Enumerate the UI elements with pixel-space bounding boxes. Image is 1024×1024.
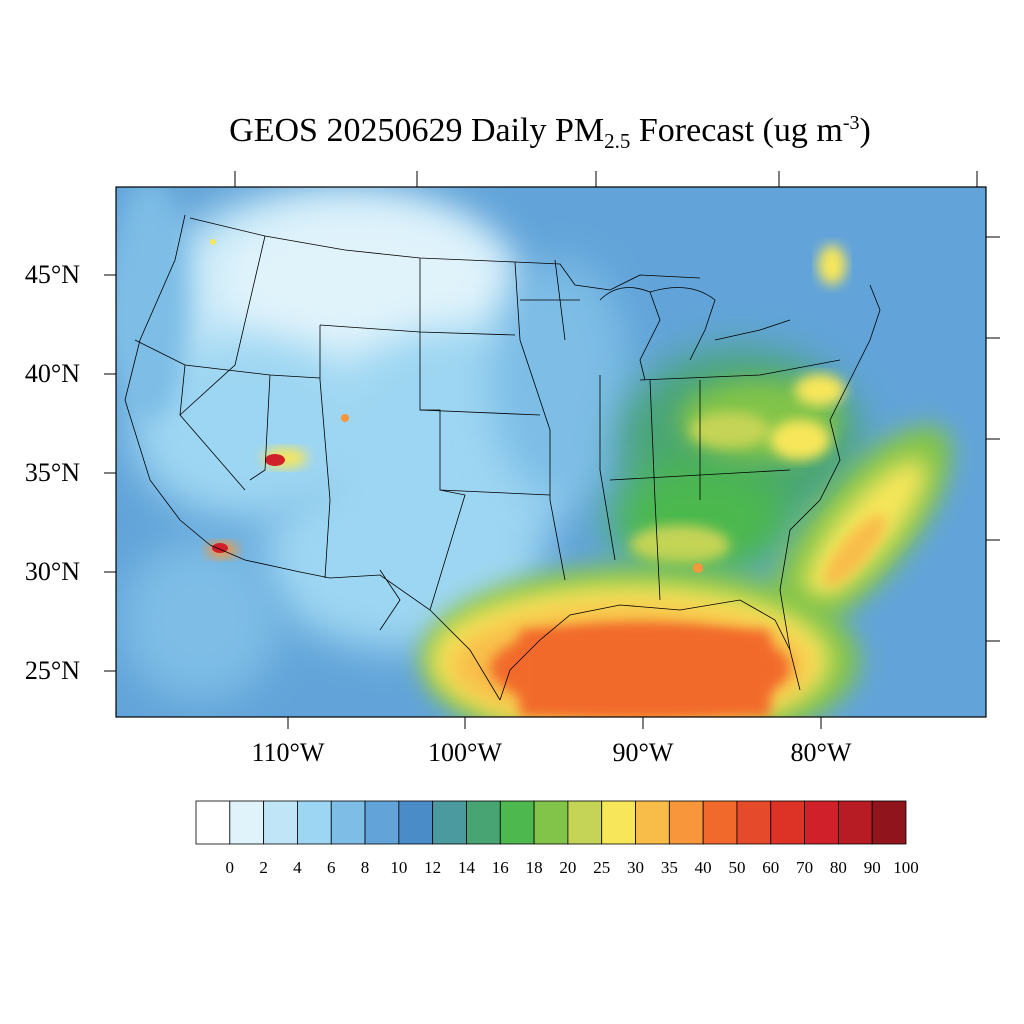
colorbar-tick-label: 18 xyxy=(525,858,543,877)
colorbar-swatch xyxy=(668,800,704,845)
colorbar-swatch xyxy=(297,800,332,845)
colorbar-swatch xyxy=(533,800,569,845)
concentration-field xyxy=(116,187,986,717)
lon-label-100w: 100°W xyxy=(428,738,502,767)
colorbar-swatch xyxy=(263,800,298,845)
colorbar xyxy=(195,800,907,845)
map-frame xyxy=(115,186,987,718)
colorbar-swatch xyxy=(702,800,738,845)
colorbar-swatch xyxy=(466,800,501,845)
colorbar-swatch xyxy=(499,800,535,845)
colorbar-swatch xyxy=(398,800,434,845)
colorbar-swatch xyxy=(195,800,231,845)
colorbar-tick-label: 4 xyxy=(293,858,302,877)
colorbar-tick-label: 10 xyxy=(390,858,408,877)
colorbar-swatch xyxy=(871,800,907,845)
lon-label-80w: 80°W xyxy=(790,738,852,767)
colorbar-tick-label: 35 xyxy=(660,858,678,877)
colorbar-tick-label: 25 xyxy=(593,858,611,877)
lat-label-30n: 30°N xyxy=(24,557,80,586)
colorbar-swatch xyxy=(736,800,772,845)
colorbar-swatch xyxy=(770,800,805,845)
colorbar-tick-label: 50 xyxy=(728,858,746,877)
colorbar-tick-label: 2 xyxy=(259,858,268,877)
map-title: GEOS 20250629 Daily PM2.5 Forecast (ug m… xyxy=(229,112,871,153)
colorbar-swatch xyxy=(601,800,636,845)
colorbar-tick-label: 80 xyxy=(829,858,847,877)
colorbar-tick-label: 12 xyxy=(424,858,442,877)
colorbar-tick-label: 20 xyxy=(559,858,577,877)
colorbar-tick-label: 90 xyxy=(863,858,881,877)
colorbar-swatch xyxy=(567,800,603,845)
colorbar-swatch xyxy=(432,800,467,845)
colorbar-swatch xyxy=(364,800,400,845)
colorbar-swatch xyxy=(804,800,839,845)
colorbar-swatch xyxy=(330,800,366,845)
lat-label-35n: 35°N xyxy=(24,458,80,487)
lat-label-45n: 45°N xyxy=(24,260,80,289)
colorbar-tick-label: 40 xyxy=(694,858,712,877)
colorbar-swatch xyxy=(635,800,670,845)
colorbar-tick-label: 16 xyxy=(491,858,509,877)
lon-label-90w: 90°W xyxy=(612,738,674,767)
colorbar-tick-label: 60 xyxy=(762,858,780,877)
lat-label-25n: 25°N xyxy=(24,656,80,685)
colorbar-tick-label: 0 xyxy=(225,858,235,877)
colorbar-swatch xyxy=(837,800,873,845)
boundary-lines xyxy=(124,214,881,701)
colorbar-tick-label: 8 xyxy=(360,858,370,877)
colorbar-tick-label: 14 xyxy=(457,858,475,877)
colorbar-tick-label: 6 xyxy=(326,858,336,877)
colorbar-tick-label: 70 xyxy=(796,858,814,877)
lon-label-110w: 110°W xyxy=(251,738,325,767)
colorbar-tick-label: 30 xyxy=(627,858,645,877)
lat-label-40n: 40°N xyxy=(24,359,80,388)
tick-marks xyxy=(104,171,1000,729)
colorbar-swatch xyxy=(229,800,265,845)
colorbar-tick-label: 100 xyxy=(893,858,919,877)
